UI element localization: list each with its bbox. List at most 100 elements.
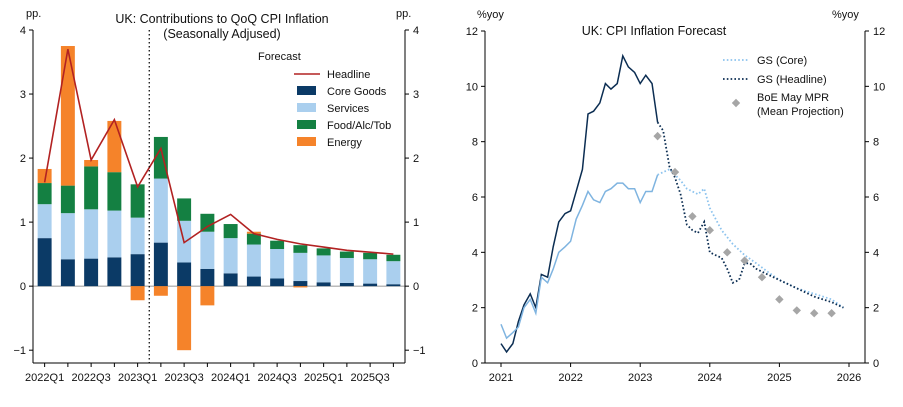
right-ytick-label: 8 — [472, 137, 478, 149]
legend-label-boe: BoE May MPR — [757, 92, 829, 104]
bar-core-goods-2024q2 — [246, 276, 261, 287]
bar-core-goods-2022q1 — [37, 238, 52, 287]
boe-marker — [670, 167, 680, 177]
bar-services-2022q4 — [107, 210, 122, 258]
right-ytick-label-right: 4 — [873, 247, 879, 259]
legend-label-gs-headline: GS (Headline) — [757, 74, 827, 86]
legend-label-gs-core: GS (Core) — [757, 55, 807, 67]
legend-swatch-core-goods — [297, 86, 316, 95]
bar-food-alc-tob-2025q4 — [386, 254, 401, 262]
right-y-label-right: %yoy — [832, 9, 859, 21]
right-series-lines — [500, 53, 844, 354]
right-xtick-label: 2024 — [698, 372, 722, 384]
bar-food-alc-tob-2023q4 — [200, 213, 215, 232]
left-ytick-label-right: −1 — [413, 345, 426, 357]
bar-energy-2022q3 — [84, 159, 99, 167]
bar-energy-2023q2 — [153, 286, 168, 296]
boe-marker — [653, 131, 662, 141]
bar-food-alc-tob-2024q3 — [270, 240, 285, 250]
right-xtick-label: 2023 — [628, 372, 652, 384]
right-ytick-label: 10 — [466, 81, 478, 93]
bar-energy-2024q4 — [293, 286, 308, 288]
legend-label-food-alc-tob: Food/Alc/Tob — [327, 120, 391, 132]
bar-food-alc-tob-2025q2 — [339, 251, 354, 258]
right-ytick-label-right: 12 — [873, 26, 885, 38]
left-ytick-label-right: 3 — [413, 89, 419, 101]
bar-services-2022q1 — [37, 204, 52, 239]
bar-food-alc-tob-2024q2 — [246, 233, 261, 245]
bar-food-alc-tob-2023q2 — [153, 136, 168, 179]
legend-label-boe-sub: (Mean Projection) — [757, 106, 844, 118]
left-xtick-label: 2023Q3 — [165, 372, 204, 384]
boe-marker — [792, 306, 801, 315]
series-gs-headline — [656, 121, 844, 309]
boe-marker — [775, 295, 784, 304]
left-ytick-label: 2 — [20, 153, 26, 165]
bar-food-alc-tob-2024q1 — [223, 224, 238, 239]
bar-services-2024q3 — [270, 249, 285, 279]
boe-marker — [740, 256, 749, 265]
left-ytick-label: −1 — [13, 345, 26, 357]
left-xtick-label: 2024Q3 — [258, 372, 297, 384]
left-ytick-label: 4 — [20, 25, 26, 37]
bar-core-goods-2023q1 — [130, 254, 145, 287]
bar-services-2023q2 — [153, 178, 168, 243]
right-xtick-label: 2025 — [767, 372, 791, 384]
legend-label-energy: Energy — [327, 137, 362, 149]
boe-marker — [723, 248, 732, 257]
bar-services-2024q2 — [246, 244, 261, 277]
left-ytick-label: 1 — [20, 217, 26, 229]
bar-energy-2022q2 — [60, 46, 75, 186]
bar-services-2025q2 — [339, 257, 354, 283]
left-ytick-label-right: 4 — [413, 25, 419, 37]
right-axes: 0 0 2 2 4 4 6 6 8 8 10 10 12 12 2021 2022 2023 2024 2025 20… — [466, 26, 886, 384]
right-ytick-label: 4 — [472, 247, 478, 259]
right-ytick-label-right: 8 — [873, 137, 879, 149]
right-ytick-label-right: 2 — [873, 303, 879, 315]
bar-core-goods-2025q1 — [316, 282, 331, 287]
legend-swatch-services — [297, 103, 316, 112]
boe-marker — [827, 309, 836, 318]
bar-energy-2023q1 — [130, 286, 145, 301]
legend-swatch-food-alc-tob — [297, 120, 316, 129]
series-headline-actual — [500, 53, 659, 354]
left-ytick-label-right: 0 — [413, 281, 419, 293]
bar-energy-2023q3 — [177, 286, 192, 351]
boe-marker — [705, 226, 714, 235]
bar-core-goods-2023q4 — [200, 268, 215, 287]
legend-swatch-energy — [297, 137, 316, 146]
bar-food-alc-tob-2025q1 — [316, 248, 331, 256]
right-ytick-label: 0 — [472, 358, 478, 370]
right-legend: GS (Core) GS (Headline) BoE May MPR (Mean P… — [723, 55, 844, 118]
left-ytick-label: 0 — [20, 281, 26, 293]
bar-services-2024q4 — [293, 252, 308, 282]
left-axes: −1 −1 0 0 1 1 2 2 3 3 4 4 2022Q1 2022Q3 2023Q1 2023Q3 20… — [13, 25, 425, 384]
left-xtick-label: 2025Q1 — [304, 372, 343, 384]
series-gs-core — [657, 168, 844, 309]
right-ytick-label-right: 6 — [873, 192, 879, 204]
bar-food-alc-tob-2024q4 — [293, 245, 308, 253]
bar-energy-2022q4 — [107, 120, 122, 173]
bar-food-alc-tob-2022q3 — [84, 166, 99, 210]
series-core-actual — [500, 174, 659, 340]
bar-services-2023q4 — [200, 231, 215, 269]
legend-swatch-boe — [731, 98, 741, 108]
bar-food-alc-tob-2022q2 — [60, 185, 75, 214]
bar-services-2025q3 — [363, 259, 378, 284]
boe-marker — [757, 273, 767, 282]
legend-label-services: Services — [327, 103, 370, 115]
bar-services-2024q1 — [223, 238, 238, 274]
left-xtick-label: 2022Q1 — [25, 372, 64, 384]
bar-services-2025q4 — [386, 261, 401, 285]
boe-marker — [688, 212, 697, 221]
bar-services-2025q1 — [316, 255, 331, 283]
bar-core-goods-2022q2 — [60, 259, 75, 287]
bar-services-2022q2 — [60, 213, 75, 260]
right-ytick-label: 12 — [466, 26, 478, 38]
left-xtick-label: 2024Q1 — [211, 372, 250, 384]
headline-line — [43, 49, 394, 255]
left-ytick-label: 3 — [20, 89, 26, 101]
right-xtick-label: 2021 — [489, 372, 513, 384]
